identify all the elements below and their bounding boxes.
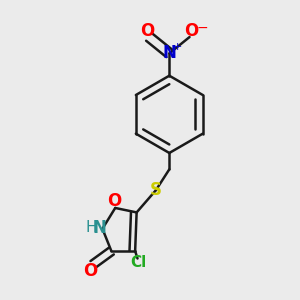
Text: O: O (140, 22, 155, 40)
Text: O: O (107, 191, 122, 209)
Text: −: − (196, 21, 208, 35)
Text: H: H (85, 220, 97, 236)
Text: O: O (83, 262, 98, 280)
Text: S: S (150, 181, 162, 199)
Text: O: O (184, 22, 198, 40)
Text: +: + (173, 42, 182, 52)
Text: N: N (162, 44, 176, 62)
Text: Cl: Cl (130, 255, 147, 270)
Text: N: N (92, 219, 106, 237)
